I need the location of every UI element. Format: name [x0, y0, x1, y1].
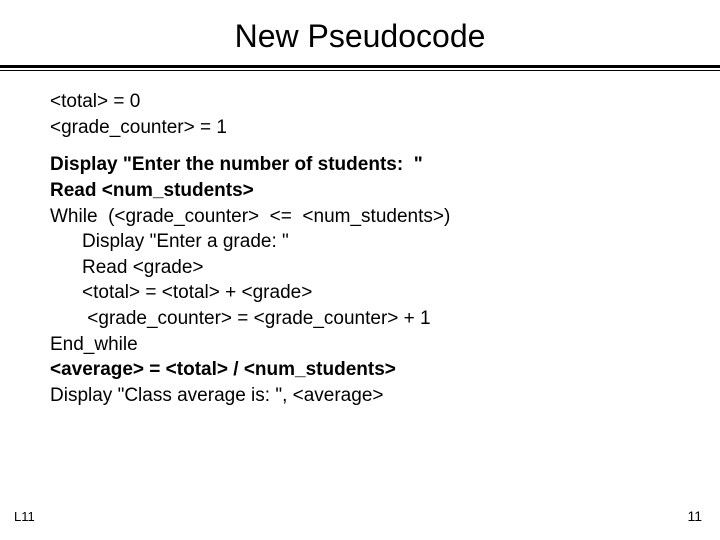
- footer-left-label: L11: [14, 509, 35, 524]
- slide-title: New Pseudocode: [0, 18, 720, 55]
- body-line: Display "Enter the number of students: ": [50, 152, 670, 178]
- body-line: <grade_counter> = <grade_counter> + 1: [50, 306, 670, 332]
- intro-line: <grade_counter> = 1: [50, 115, 670, 141]
- body-line: <average> = <total> / <num_students>: [50, 357, 670, 383]
- intro-block: <total> = 0<grade_counter> = 1: [50, 89, 670, 140]
- title-divider: [0, 65, 720, 71]
- body-line: <total> = <total> + <grade>: [50, 280, 670, 306]
- body-line: Read <num_students>: [50, 178, 670, 204]
- intro-line: <total> = 0: [50, 89, 670, 115]
- body-line: Display "Enter a grade: ": [50, 229, 670, 255]
- body-line: While (<grade_counter> <= <num_students>…: [50, 204, 670, 230]
- slide: New Pseudocode <total> = 0<grade_counter…: [0, 0, 720, 540]
- slide-content: <total> = 0<grade_counter> = 1 Display "…: [0, 89, 720, 409]
- body-line: End_while: [50, 332, 670, 358]
- footer-page-number: 11: [687, 508, 702, 524]
- body-line: Read <grade>: [50, 255, 670, 281]
- body-line: Display "Class average is: ", <average>: [50, 383, 670, 409]
- body-block: Display "Enter the number of students: "…: [50, 152, 670, 408]
